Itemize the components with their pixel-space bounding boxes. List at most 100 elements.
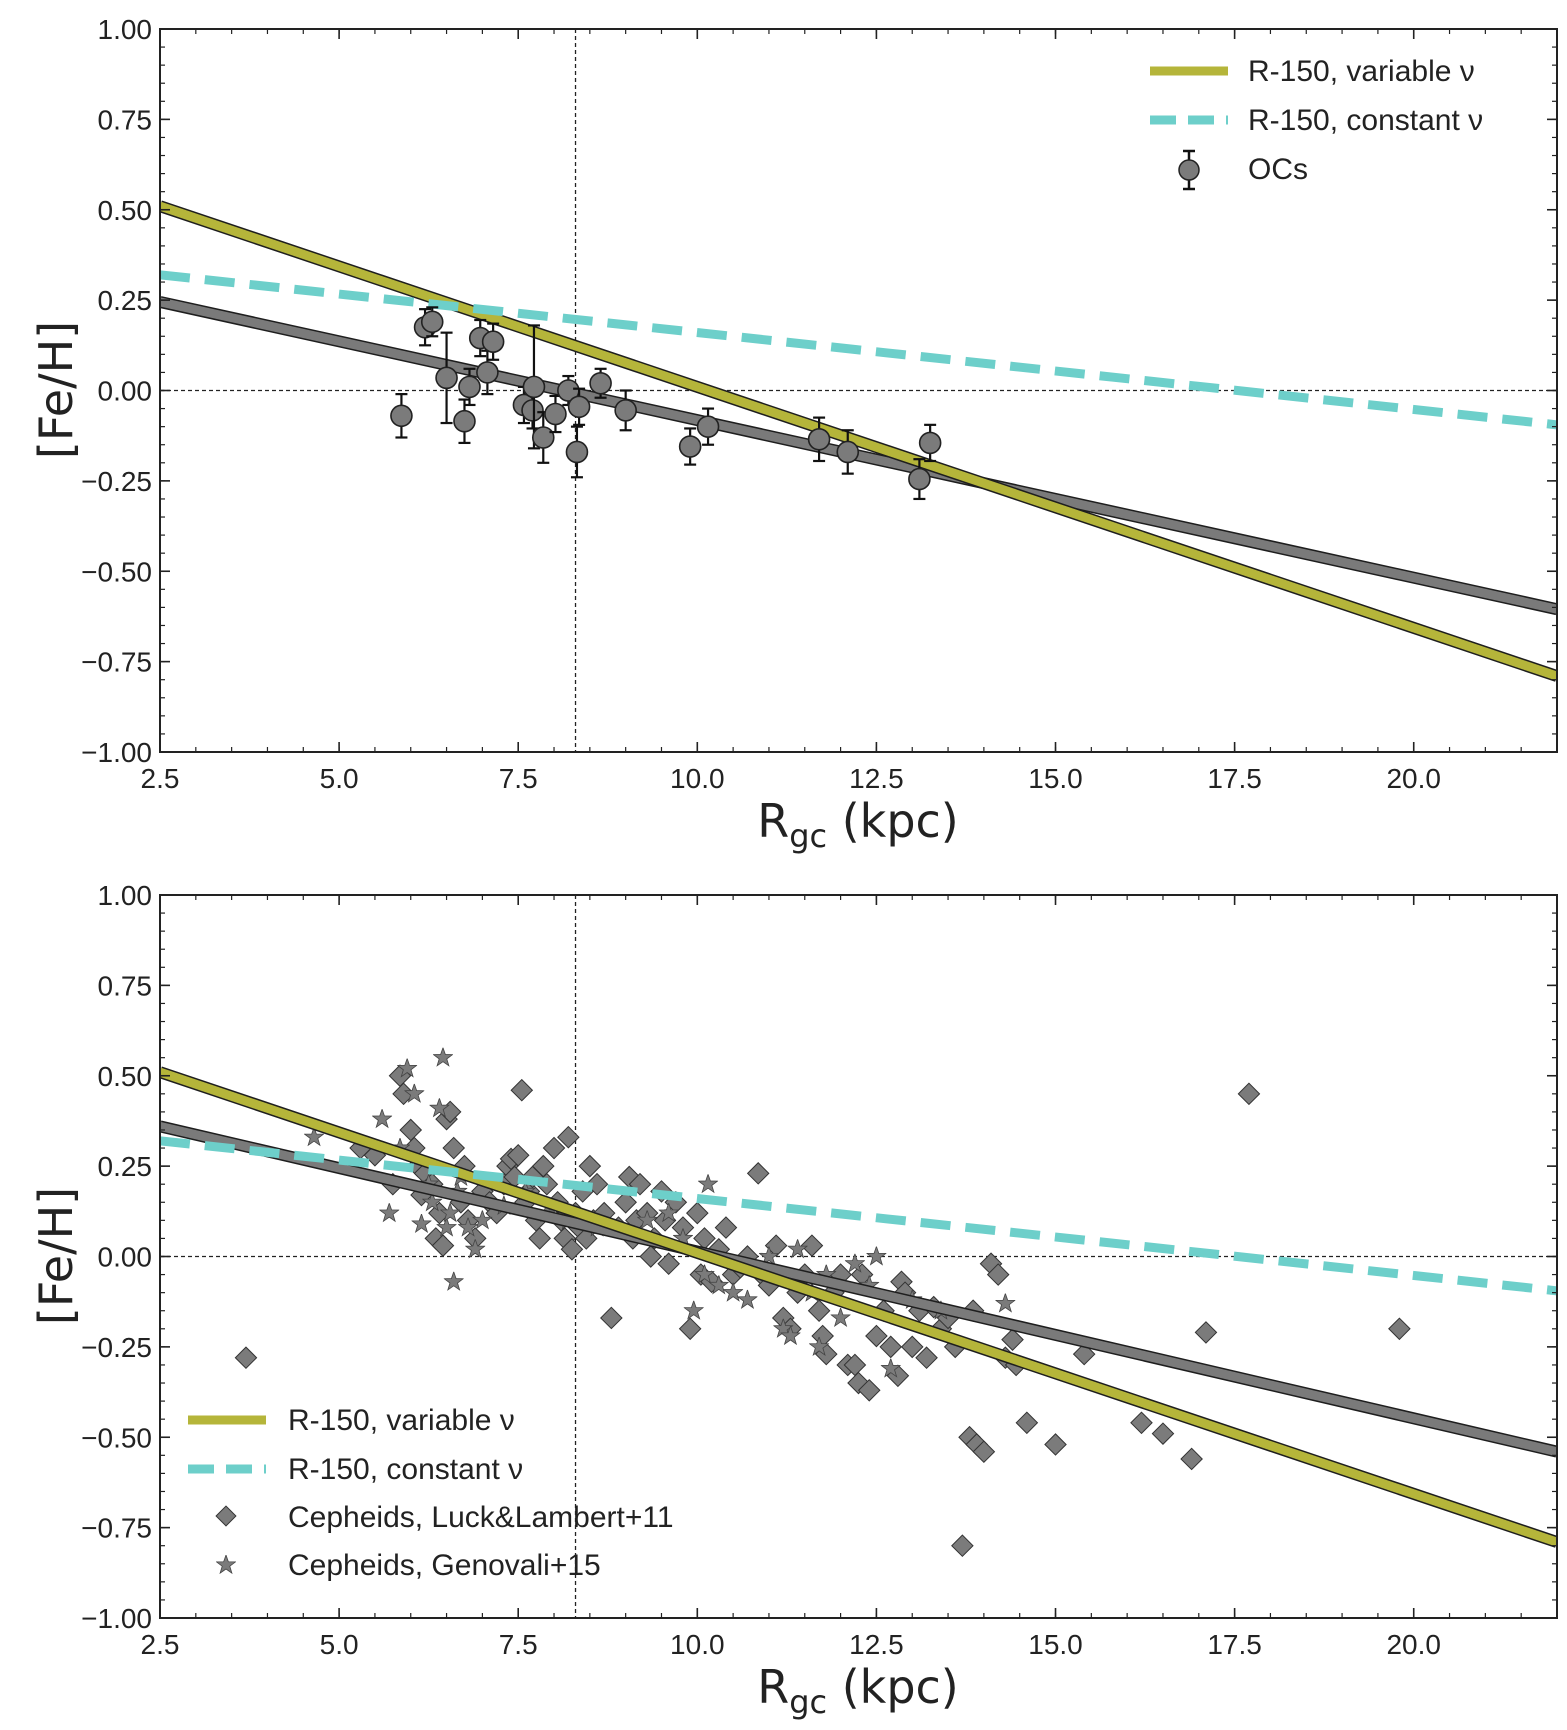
bottom-reference-lines [160, 895, 1557, 1618]
cepheid-diamond-point [678, 1317, 702, 1341]
oc-point [544, 394, 567, 434]
legend-constant-label: R-150, constant ν [1248, 104, 1483, 137]
x-tick-label: 5.0 [320, 763, 359, 794]
cepheid-star-point [995, 1293, 1016, 1312]
cepheid-diamond-point [510, 1078, 534, 1102]
oc-point [458, 367, 481, 407]
x-tick-label: 12.5 [849, 1629, 904, 1660]
cepheid-diamond-point [800, 1234, 824, 1257]
x-tick-label: 20.0 [1386, 763, 1441, 794]
y-tick-label: −1.00 [81, 1603, 152, 1634]
fit-line [160, 297, 1557, 614]
cepheid-diamond-point [986, 1263, 1010, 1286]
oc-marker [696, 415, 720, 438]
cepheid-diamond-point [600, 1306, 623, 1330]
y-tick-label: −1.00 [81, 737, 152, 768]
y-tick-label: 1.00 [98, 880, 153, 911]
constant-nu-line [160, 1136, 1557, 1296]
cepheid-diamond-point [951, 1534, 974, 1558]
oc-point [589, 367, 612, 399]
cepheid-diamond-point [234, 1346, 258, 1370]
y-tick-label: 0.75 [98, 104, 153, 135]
legend-diamond-marker [215, 1505, 237, 1527]
y-tick-label: −0.75 [81, 647, 152, 678]
bottom-xlabel: Rgc (kpc) [757, 1660, 959, 1721]
cepheid-diamond-point [431, 1234, 455, 1257]
oc-point [420, 306, 444, 338]
variable-nu-line [160, 1067, 1557, 1547]
oc-point [918, 423, 942, 463]
oc-marker [565, 440, 589, 464]
top-legend: R-150, variable ν R-150, constant ν OCs [1150, 55, 1483, 191]
x-tick-label: 17.5 [1207, 763, 1262, 794]
cepheid-diamond-point [657, 1252, 680, 1276]
cepheid-star-point [379, 1203, 400, 1222]
cepheid-diamond-point [1130, 1411, 1153, 1435]
oc-point [435, 331, 458, 425]
cepheid-diamond-point [1388, 1317, 1411, 1341]
oc-marker [435, 366, 458, 390]
y-tick-label: 0.75 [98, 970, 153, 1001]
top-clip-area [160, 29, 1557, 752]
cepheid-star-point [372, 1109, 392, 1128]
y-tick-label: 1.00 [98, 14, 153, 45]
oc-marker [589, 371, 612, 395]
x-tick-label: 10.0 [670, 763, 725, 794]
y-tick-label: 0.50 [98, 195, 153, 226]
x-tick-label: 20.0 [1386, 1629, 1441, 1660]
oc-marker [678, 435, 702, 458]
cepheid-diamond-point [614, 1190, 637, 1214]
legend-star-marker [216, 1555, 236, 1574]
cepheid-diamond-point [843, 1353, 867, 1377]
top-tick-labels: 2.5 5.0 7.5 10.0 12.5 15.0 17.5 20.0 1.00 0.75 0.5… [81, 14, 1441, 794]
cepheid-diamond-point [528, 1227, 552, 1250]
oc-marker [522, 375, 546, 399]
top-axis-ticks [159, 28, 1558, 753]
oc-point [453, 398, 476, 445]
x-tick-label: 2.5 [141, 1629, 180, 1660]
cepheid-star-point [830, 1307, 851, 1327]
top-model-lines [160, 200, 1557, 682]
cepheid-star-point [433, 1047, 453, 1067]
cepheid-diamond-point [857, 1378, 881, 1402]
oc-marker [531, 426, 555, 449]
cepheid-star-point [866, 1246, 887, 1265]
constant-nu-line [160, 270, 1557, 430]
y-tick-label: 0.50 [98, 1061, 153, 1092]
cepheid-star-point [787, 1239, 808, 1258]
x-tick-label: 15.0 [1028, 763, 1083, 794]
cepheid-diamond-point [399, 1118, 423, 1142]
oc-point [836, 429, 860, 475]
oc-marker [458, 375, 481, 399]
x-tick-label: 17.5 [1207, 1629, 1262, 1660]
cepheid-diamond-point [807, 1299, 831, 1323]
y-tick-label: −0.75 [81, 1513, 152, 1544]
oc-point [565, 425, 589, 479]
cepheid-diamond-point [915, 1346, 938, 1370]
top-axes-frame [159, 28, 1558, 753]
oc-point [696, 407, 720, 446]
bottom-axes-frame [159, 894, 1558, 1619]
y-tick-label: −0.50 [81, 1422, 152, 1453]
cepheid-diamond-point [1194, 1321, 1218, 1344]
cepheid-diamond-point [671, 1216, 695, 1239]
oc-marker [521, 399, 544, 422]
top-ylabel: [Fe/H] [29, 321, 83, 459]
cepheid-diamond-point [531, 1154, 555, 1178]
x-tick-label: 5.0 [320, 1629, 359, 1660]
oc-point [390, 393, 413, 439]
bottom-panel: 2.5 5.0 7.5 10.0 12.5 15.0 17.5 20.0 1.00 0.75 0.5… [29, 880, 1558, 1721]
top-oc-points [390, 306, 942, 501]
legend-variable-label: R-150, variable ν [288, 1404, 515, 1437]
bottom-legend: R-150, variable ν R-150, constant ν Ceph… [188, 1404, 674, 1582]
x-tick-label: 10.0 [670, 1629, 725, 1660]
legend-oc-label: OCs [1248, 153, 1308, 186]
cepheid-diamond-point [1237, 1082, 1261, 1106]
cepheid-diamond-point [1044, 1433, 1067, 1456]
oc-point [522, 324, 546, 450]
bottom-tick-labels: 2.5 5.0 7.5 10.0 12.5 15.0 17.5 20.0 1.00 0.75 0.5… [81, 880, 1441, 1660]
y-tick-label: −0.25 [81, 1332, 152, 1363]
oc-marker [836, 440, 860, 464]
oc-marker [544, 402, 567, 426]
legend-star-label: Cepheids, Genovali+15 [288, 1549, 601, 1582]
